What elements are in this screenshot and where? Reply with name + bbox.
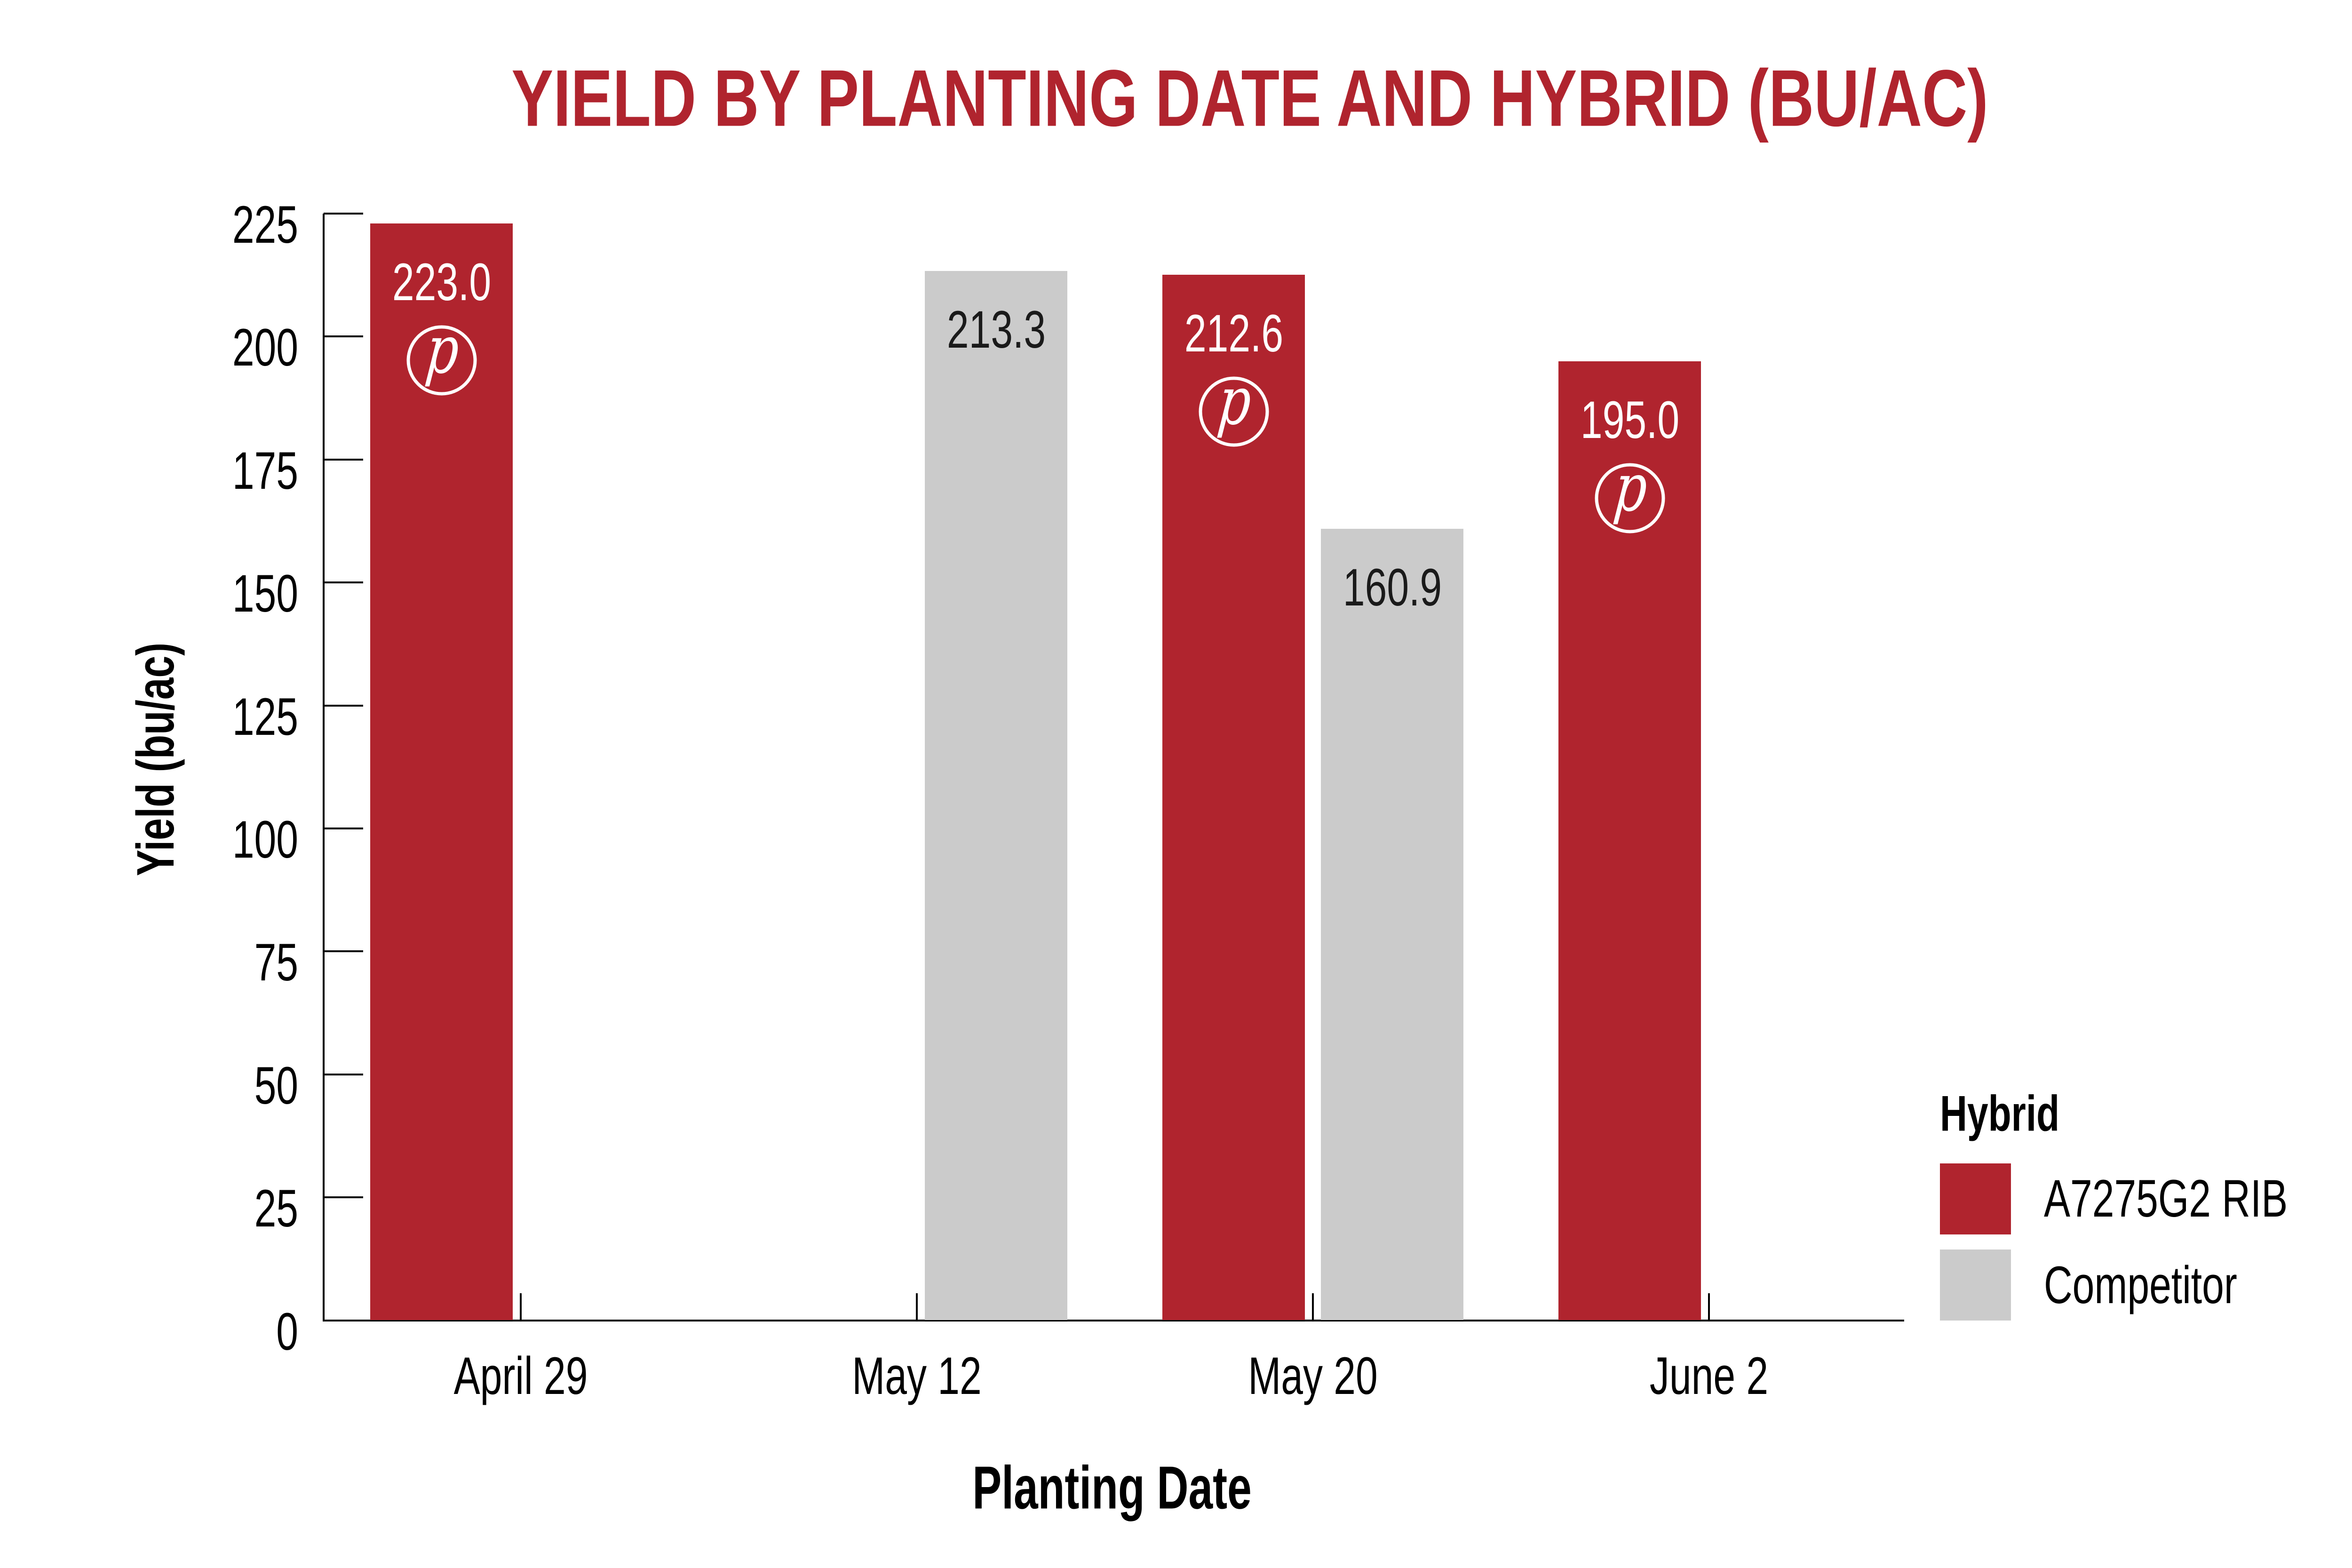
bar-competitor bbox=[1321, 529, 1463, 1321]
legend-title: Hybrid bbox=[1940, 1085, 2060, 1142]
x-tick bbox=[1708, 1293, 1710, 1321]
y-tick bbox=[324, 950, 363, 953]
y-tick bbox=[324, 827, 363, 829]
y-tick-label: 175 bbox=[232, 441, 298, 500]
y-tick-label: 75 bbox=[254, 933, 298, 992]
y-tick-label: 50 bbox=[254, 1056, 298, 1115]
logo-circle bbox=[1595, 463, 1665, 533]
chart-title: YIELD BY PLANTING DATE AND HYBRID (BU/AC… bbox=[511, 53, 1988, 143]
y-tick bbox=[324, 458, 363, 461]
bar-value-label: 160.9 bbox=[1343, 558, 1442, 617]
y-tick-label: 0 bbox=[276, 1302, 298, 1361]
legend-swatch-primary bbox=[1940, 1163, 2011, 1234]
bar-value-label: 223.0 bbox=[392, 252, 491, 311]
x-tick bbox=[520, 1293, 522, 1321]
y-tick-label: 150 bbox=[232, 564, 298, 623]
brand-p-logo-icon: p bbox=[1595, 458, 1665, 533]
y-tick-label: 125 bbox=[232, 687, 298, 746]
bar-competitor bbox=[925, 271, 1067, 1321]
y-tick-label: 200 bbox=[232, 318, 298, 377]
y-tick bbox=[324, 335, 363, 338]
x-tick-label: June 2 bbox=[1649, 1346, 1769, 1405]
bar-value-label: 212.6 bbox=[1184, 303, 1283, 363]
legend-item-label: Competitor bbox=[2044, 1256, 2237, 1314]
y-axis-line bbox=[323, 214, 325, 1321]
legend-item-label: A7275G2 RIB bbox=[2044, 1169, 2288, 1228]
legend-swatch-competitor bbox=[1940, 1250, 2011, 1321]
y-tick bbox=[324, 1073, 363, 1075]
logo-letter-p: p bbox=[422, 320, 463, 389]
x-tick-label: April 29 bbox=[453, 1346, 588, 1405]
logo-letter-p: p bbox=[1215, 372, 1255, 440]
y-tick bbox=[324, 581, 363, 584]
bar-primary bbox=[370, 223, 513, 1321]
x-tick bbox=[1312, 1293, 1314, 1321]
bar-primary bbox=[1162, 274, 1305, 1321]
bar-value-label: 213.3 bbox=[946, 300, 1046, 359]
y-tick-label: 100 bbox=[232, 810, 298, 869]
bar-value-label: 195.0 bbox=[1580, 390, 1679, 449]
y-tick-label: 225 bbox=[232, 195, 298, 254]
x-tick-label: May 12 bbox=[852, 1346, 982, 1405]
y-tick bbox=[324, 1196, 363, 1199]
y-axis-title: Yield (bu/ac) bbox=[126, 642, 185, 876]
y-tick bbox=[324, 1319, 363, 1321]
logo-circle bbox=[1199, 376, 1269, 447]
y-tick-label: 25 bbox=[254, 1179, 298, 1238]
brand-p-logo-icon: p bbox=[1199, 372, 1269, 447]
brand-p-logo-icon: p bbox=[406, 320, 477, 396]
logo-circle bbox=[406, 325, 477, 396]
x-axis-title: Planting Date bbox=[972, 1454, 1252, 1522]
x-tick-label: May 20 bbox=[1248, 1346, 1378, 1405]
y-tick bbox=[324, 704, 363, 707]
y-tick bbox=[324, 213, 363, 215]
logo-letter-p: p bbox=[1611, 458, 1651, 526]
x-axis-line bbox=[323, 1319, 1904, 1321]
x-tick bbox=[916, 1293, 918, 1321]
bar-primary bbox=[1558, 361, 1701, 1321]
